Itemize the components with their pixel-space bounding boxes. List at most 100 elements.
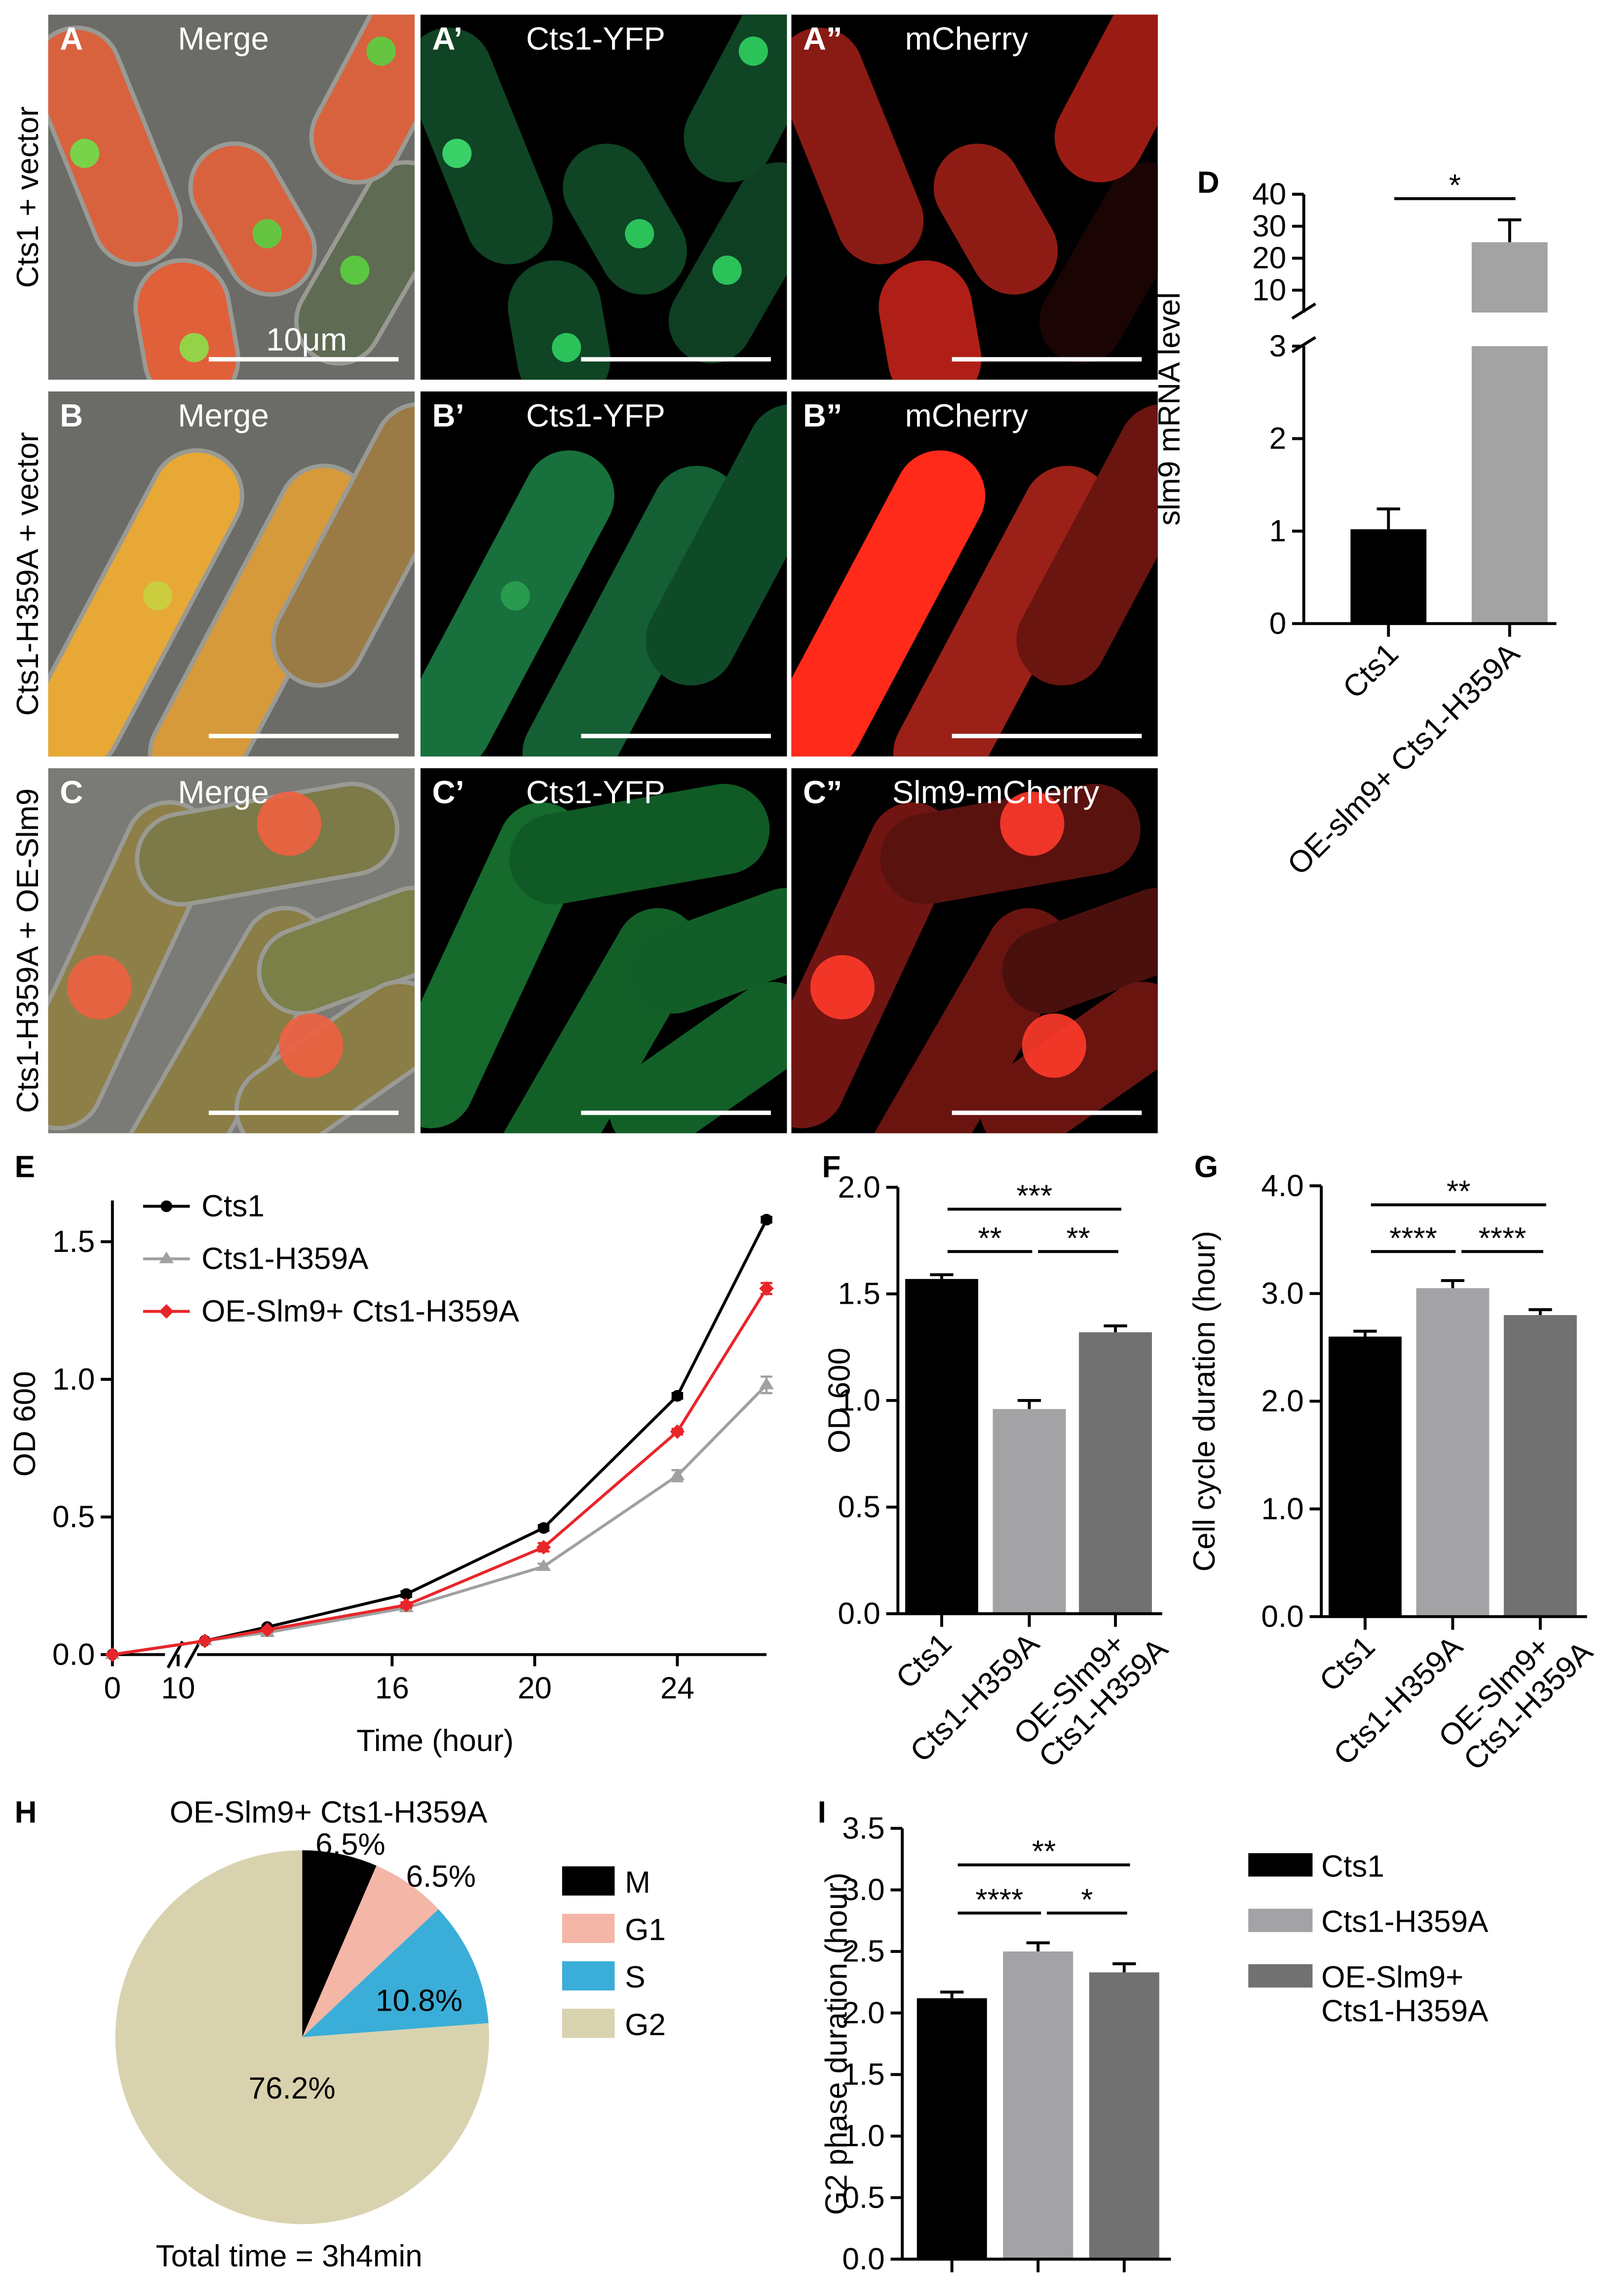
marker — [536, 1559, 551, 1571]
y-tick-label: 1.0 — [842, 2119, 884, 2153]
slice-label: 76.2% — [249, 2071, 336, 2105]
bar — [993, 1409, 1066, 1614]
error-bar — [1498, 218, 1522, 242]
x-tick-label: 24 — [660, 1671, 694, 1705]
nucleus — [1000, 791, 1065, 856]
row-label: Cts1 + vector — [11, 107, 45, 288]
y-tick-label: 0.0 — [838, 1597, 880, 1631]
y-tick-label: 0 — [1269, 607, 1287, 641]
nucleus — [500, 581, 530, 611]
cell — [48, 25, 183, 267]
cell — [1002, 888, 1158, 1014]
y-tick-label: 0.5 — [842, 2180, 884, 2215]
significance-label: *** — [1017, 1179, 1053, 1213]
legend-label: Cts1 — [201, 1189, 265, 1223]
cell — [48, 448, 244, 757]
panel-title: mCherry — [905, 21, 1029, 57]
nucleus — [552, 333, 581, 362]
y-tick-label: 3.5 — [842, 1811, 884, 1845]
row-label: Cts1-H359A + vector — [11, 432, 45, 716]
y-tick-label: 1.5 — [842, 2058, 884, 2092]
x-tick-label: 10 — [161, 1671, 195, 1705]
panel-letter: D — [1197, 166, 1220, 200]
y-tick-label: 0.5 — [52, 1500, 95, 1534]
y-tick-label: 3.0 — [1261, 1277, 1303, 1311]
marker — [761, 1213, 772, 1226]
cell — [563, 144, 687, 295]
x-tick-label: 16 — [375, 1671, 409, 1705]
series-line — [112, 1384, 768, 1656]
x-tick-label: OE-slm9+ Cts1-H359A — [1281, 636, 1527, 882]
cell — [879, 260, 982, 380]
slice-label: 10.8% — [376, 1984, 462, 2018]
chart-title: OE-Slm9+ Cts1-H359A — [170, 1795, 488, 1829]
y-tick-label: 1.5 — [52, 1225, 95, 1259]
marker — [260, 1622, 275, 1637]
error-bar — [1112, 1962, 1136, 1973]
nucleus — [179, 333, 209, 362]
y-tick-label: 2.0 — [1261, 1384, 1303, 1418]
y-tick-label: 2.0 — [838, 1170, 880, 1205]
y-tick-label: 0.0 — [52, 1637, 95, 1672]
panel-letter: C’ — [432, 774, 464, 810]
nucleus — [70, 139, 100, 168]
error-bar — [930, 1273, 954, 1279]
micrograph: C’ Cts1-YFP — [420, 768, 787, 1133]
legend-label: Cts1-H359A — [201, 1242, 369, 1276]
cell — [980, 981, 1158, 1133]
cell — [609, 981, 787, 1133]
cell — [668, 162, 787, 364]
y-tick-label: 2 — [1269, 422, 1287, 456]
x-tick-label: Cts1 — [889, 1627, 958, 1695]
legend-label: Cts1 — [1321, 1849, 1384, 1883]
pie-slice — [115, 1850, 489, 2224]
panel-letter: H — [15, 1795, 37, 1829]
cell — [522, 466, 742, 757]
legend-swatch — [562, 1866, 615, 1896]
cell — [933, 144, 1058, 295]
nucleus — [279, 1013, 344, 1078]
cell — [1039, 162, 1158, 364]
panel-letter: A’ — [432, 21, 463, 57]
y-tick-label: 1.0 — [838, 1384, 880, 1418]
legend-label: OE-Slm9+ Cts1-H359A — [1321, 1960, 1489, 2028]
nucleus — [67, 955, 132, 1019]
marker — [759, 1377, 774, 1390]
x-tick-label: OE-Slm9+Cts1-H359A — [1007, 1608, 1175, 1775]
legend-swatch — [1248, 1964, 1313, 1988]
pie-slice — [302, 1866, 439, 2037]
slice-label: 6.5% — [315, 1828, 385, 1862]
y-tick-label: 10 — [1252, 273, 1286, 307]
significance-label: ** — [978, 1221, 1001, 1255]
micrograph: A’ Cts1-YFP — [420, 14, 787, 380]
micrograph: C Merge — [48, 768, 415, 1133]
cell — [271, 402, 415, 688]
pie-slice — [302, 1850, 377, 2037]
legend-label: Cts1-H359A — [1321, 1905, 1489, 1939]
x-tick-label: 0 — [104, 1671, 121, 1705]
significance-label: * — [1081, 1883, 1093, 1917]
significance-label: * — [1449, 168, 1461, 202]
cell — [893, 466, 1113, 757]
marker — [670, 1424, 685, 1439]
bar — [1503, 1315, 1577, 1617]
cell — [508, 260, 611, 380]
micrograph: C” Slm9-mCherry — [791, 768, 1158, 1133]
y-tick-label: 0.0 — [842, 2242, 884, 2276]
cell — [791, 28, 924, 265]
cell — [684, 14, 787, 183]
y-tick-label: 30 — [1252, 209, 1286, 243]
x-tick-label: Cts1 — [1313, 1630, 1381, 1698]
significance-label: **** — [1389, 1221, 1437, 1255]
bar — [1416, 1288, 1490, 1617]
y-tick-label: 1.0 — [52, 1362, 95, 1397]
series-line — [112, 1219, 768, 1656]
x-tick-label: 20 — [518, 1671, 552, 1705]
error-bar — [1353, 1329, 1377, 1337]
legend-swatch — [562, 1913, 615, 1943]
cell — [631, 888, 787, 1014]
y-axis-label: G2 phase duration (hour) — [820, 1872, 854, 2215]
significance-label: **** — [976, 1883, 1024, 1917]
y-axis-label: OD 600 — [8, 1371, 42, 1477]
